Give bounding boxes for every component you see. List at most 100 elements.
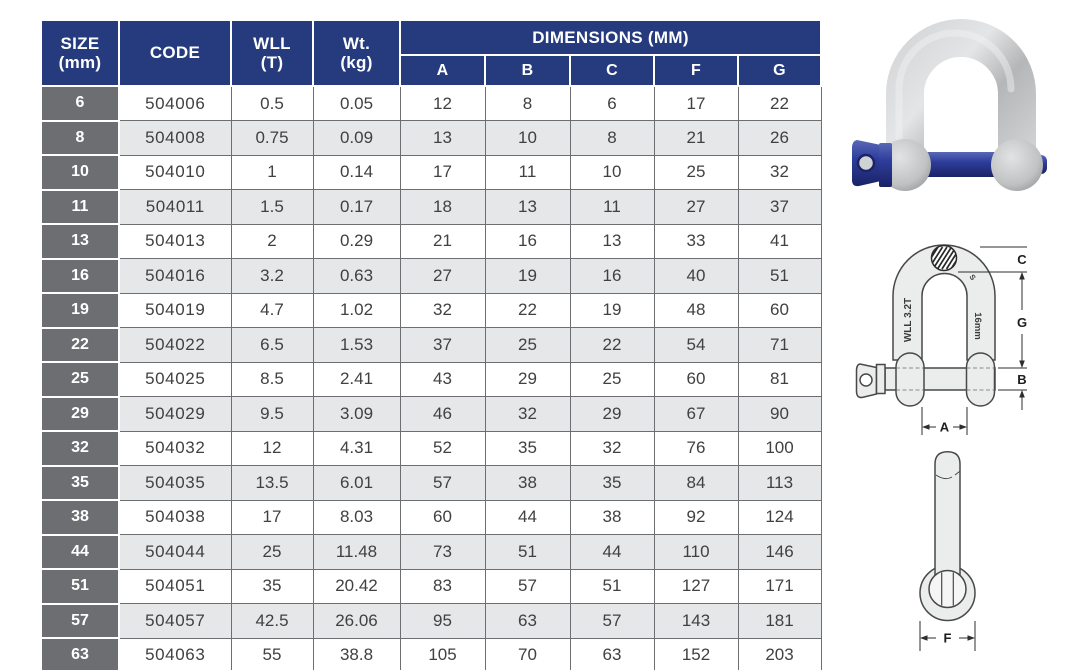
dim-f-cell: 54 [653,327,739,363]
dimension-label-a: A [940,420,950,435]
code-cell: 504019 [118,292,232,328]
wt-cell: 3.09 [312,396,401,432]
code-cell: 504051 [118,568,232,604]
shackle-side-dimension-diagram: F [919,450,976,651]
table-row: 51 504051 35 20.42 83 57 51 127 171 [40,568,822,605]
dim-a-cell: 52 [399,430,486,466]
dim-c-cell: 8 [569,120,655,156]
dim-a-cell: 43 [399,361,486,397]
wt-cell: 26.06 [312,603,401,639]
dim-b-cell: 32 [484,396,571,432]
wt-cell: 0.63 [312,258,401,294]
wll-cell: 12 [230,430,314,466]
shackle-front-dimension-diagram: WLL 3.2T 16mm S C G B A [855,244,1027,435]
dim-b-cell: 57 [484,568,571,604]
dim-f-cell: 48 [653,292,739,328]
dim-g-cell: 26 [737,120,822,156]
code-cell: 504035 [118,465,232,501]
wll-cell: 6.5 [230,327,314,363]
dim-b-cell: 70 [484,637,571,670]
table-row: 8 504008 0.75 0.09 13 10 8 21 26 [40,119,822,156]
code-cell: 504010 [118,154,232,190]
table-row: 11 504011 1.5 0.17 18 13 11 27 37 [40,188,822,225]
s-marking: S [967,273,977,282]
pin-head-hole [856,153,876,173]
shackle-spec-table: SIZE (mm) CODE WLL (T) Wt. (kg) DIMENSIO… [40,19,823,670]
wt-cell: 38.8 [312,637,401,670]
dim-f-cell: 152 [653,637,739,670]
wll-cell: 35 [230,568,314,604]
dim-f-cell: 17 [653,85,739,121]
code-cell: 504013 [118,223,232,259]
dim-a-cell: 60 [399,499,486,535]
wll-cell: 4.7 [230,292,314,328]
wll-cell: 3.2 [230,258,314,294]
header-wll: WLL (T) [230,19,314,87]
dim-a-cell: 13 [399,120,486,156]
dim-c-cell: 29 [569,396,655,432]
dim-a-cell: 83 [399,568,486,604]
table-row: 44 504044 25 11.48 73 51 44 110 146 [40,533,822,570]
dim-c-cell: 11 [569,189,655,225]
size-cell: 6 [40,85,120,122]
wll-cell: 55 [230,637,314,670]
dim-c-cell: 25 [569,361,655,397]
size-cell: 11 [40,188,120,225]
header-code: CODE [118,19,232,87]
dim-g-cell: 22 [737,85,822,121]
table-row: 19 504019 4.7 1.02 32 22 19 48 60 [40,292,822,329]
code-cell: 504032 [118,430,232,466]
dim-a-cell: 95 [399,603,486,639]
dim-c-cell: 35 [569,465,655,501]
dim-c-cell: 63 [569,637,655,670]
wll-cell: 1 [230,154,314,190]
wll-cell: 1.5 [230,189,314,225]
right-eye [991,139,1043,191]
dim-b-cell: 22 [484,292,571,328]
table-row: 63 504063 55 38.8 105 70 63 152 203 [40,637,822,670]
dim-b-cell: 8 [484,85,571,121]
dim-f-cell: 27 [653,189,739,225]
size-cell: 10 [40,154,120,191]
dim-f-cell: 76 [653,430,739,466]
dim-f-cell: 60 [653,361,739,397]
dim-b-cell: 25 [484,327,571,363]
size-cell: 29 [40,395,120,432]
table-row: 22 504022 6.5 1.53 37 25 22 54 71 [40,326,822,363]
wll-cell: 13.5 [230,465,314,501]
code-cell: 504025 [118,361,232,397]
dim-b-cell: 44 [484,499,571,535]
dim-c-cell: 6 [569,85,655,121]
code-cell: 504011 [118,189,232,225]
dim-a-cell: 21 [399,223,486,259]
wt-cell: 0.05 [312,85,401,121]
size-cell: 25 [40,361,120,398]
dim-a-cell: 12 [399,85,486,121]
header-dim-g: G [736,54,823,87]
header-wt-line1: Wt. [342,33,371,53]
table-row: 38 504038 17 8.03 60 44 38 92 124 [40,499,822,536]
wll-cell: 0.75 [230,120,314,156]
dim-a-cell: 17 [399,154,486,190]
diagram-pin-hole [859,373,873,387]
header-wll-line2: (T) [260,53,284,72]
dim-f-cell: 92 [653,499,739,535]
dim-b-cell: 29 [484,361,571,397]
d-shackle-product-photo [852,19,1047,191]
size-cell: 51 [40,568,120,605]
dimension-lines [921,246,1027,435]
table-row: 6 504006 0.5 0.05 12 8 6 17 22 [40,85,822,122]
header-wll-line1: WLL [253,33,291,53]
header-dim-c: C [569,54,655,87]
table-header: SIZE (mm) CODE WLL (T) Wt. (kg) DIMENSIO… [40,19,823,87]
diagram-left-eye [895,352,925,407]
wt-cell: 1.02 [312,292,401,328]
dimension-label-f: F [944,631,952,646]
dim-b-cell: 19 [484,258,571,294]
size-cell: 32 [40,430,120,467]
wll-cell: 42.5 [230,603,314,639]
dim-b-cell: 10 [484,120,571,156]
wt-cell: 20.42 [312,568,401,604]
dim-c-cell: 16 [569,258,655,294]
dim-g-cell: 124 [737,499,822,535]
